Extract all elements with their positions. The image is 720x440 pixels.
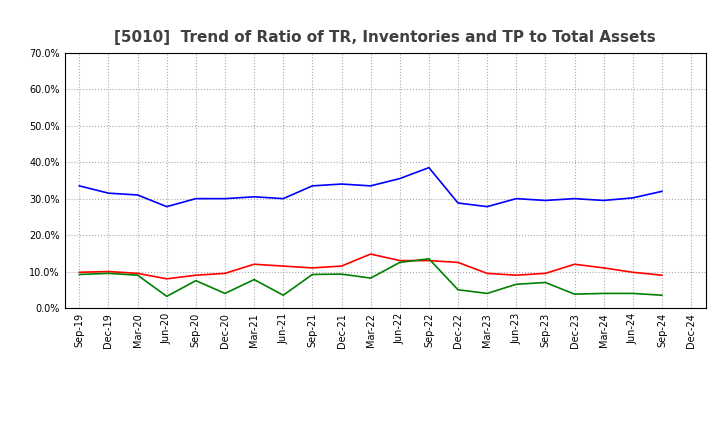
Inventories	[192, 196, 200, 201]
Trade Payables	[279, 293, 287, 298]
Trade Receivables	[104, 269, 113, 274]
Title: [5010]  Trend of Ratio of TR, Inventories and TP to Total Assets: [5010] Trend of Ratio of TR, Inventories…	[114, 29, 656, 45]
Trade Receivables	[192, 272, 200, 278]
Trade Receivables	[541, 271, 550, 276]
Trade Payables	[629, 291, 637, 296]
Trade Payables	[308, 272, 317, 277]
Trade Payables	[599, 291, 608, 296]
Inventories	[337, 181, 346, 187]
Inventories	[220, 196, 229, 201]
Inventories	[250, 194, 258, 199]
Trade Receivables	[629, 270, 637, 275]
Trade Payables	[337, 271, 346, 277]
Trade Payables	[657, 293, 666, 298]
Trade Payables	[220, 291, 229, 296]
Trade Payables	[541, 280, 550, 285]
Trade Payables	[395, 260, 404, 265]
Trade Payables	[75, 272, 84, 277]
Trade Receivables	[250, 262, 258, 267]
Trade Receivables	[454, 260, 462, 265]
Trade Receivables	[657, 272, 666, 278]
Inventories	[454, 200, 462, 205]
Trade Receivables	[279, 264, 287, 269]
Trade Payables	[570, 292, 579, 297]
Trade Receivables	[308, 265, 317, 271]
Line: Trade Receivables: Trade Receivables	[79, 254, 662, 279]
Trade Receivables	[366, 251, 375, 257]
Trade Receivables	[337, 264, 346, 269]
Trade Receivables	[395, 258, 404, 263]
Trade Payables	[133, 272, 142, 278]
Inventories	[75, 183, 84, 188]
Trade Payables	[483, 291, 492, 296]
Trade Receivables	[220, 271, 229, 276]
Trade Receivables	[163, 276, 171, 282]
Inventories	[133, 192, 142, 198]
Inventories	[629, 195, 637, 201]
Trade Receivables	[483, 271, 492, 276]
Trade Receivables	[599, 265, 608, 271]
Trade Payables	[250, 277, 258, 282]
Trade Receivables	[75, 270, 84, 275]
Inventories	[104, 191, 113, 196]
Trade Payables	[454, 287, 462, 293]
Trade Payables	[163, 293, 171, 299]
Inventories	[163, 204, 171, 209]
Inventories	[425, 165, 433, 170]
Trade Payables	[425, 256, 433, 261]
Inventories	[599, 198, 608, 203]
Trade Receivables	[425, 258, 433, 263]
Line: Inventories: Inventories	[79, 168, 662, 207]
Inventories	[483, 204, 492, 209]
Line: Trade Payables: Trade Payables	[79, 259, 662, 296]
Trade Payables	[192, 278, 200, 283]
Inventories	[366, 183, 375, 188]
Inventories	[395, 176, 404, 181]
Inventories	[541, 198, 550, 203]
Inventories	[570, 196, 579, 201]
Trade Receivables	[133, 271, 142, 276]
Trade Receivables	[512, 272, 521, 278]
Trade Payables	[512, 282, 521, 287]
Trade Payables	[104, 271, 113, 276]
Inventories	[657, 189, 666, 194]
Trade Receivables	[570, 262, 579, 267]
Inventories	[512, 196, 521, 201]
Trade Payables	[366, 275, 375, 281]
Inventories	[308, 183, 317, 188]
Inventories	[279, 196, 287, 201]
